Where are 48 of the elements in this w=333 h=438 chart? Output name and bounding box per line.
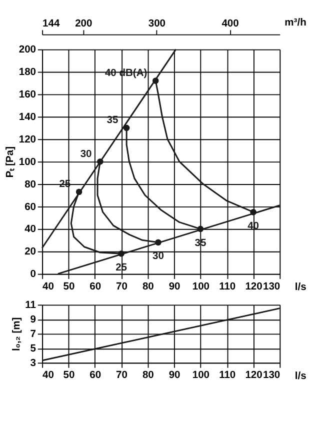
x-tick-label: 60 <box>90 281 102 292</box>
x-tick-label: 60 <box>90 370 102 382</box>
x-tick-label: 40 <box>42 370 54 382</box>
y-tick-label: 3 <box>30 358 36 369</box>
annotation: 30 <box>152 251 164 262</box>
x2-tick-label: 200 <box>75 18 92 30</box>
y-tick-label: 140 <box>18 112 36 123</box>
x-tick-label: 80 <box>142 370 154 382</box>
y-axis-title: l₀,₂ [m] <box>12 317 23 352</box>
annotation: 35 <box>106 115 118 126</box>
y-tick-label: 100 <box>18 156 36 168</box>
x-tick-label: 70 <box>116 370 128 382</box>
x-axis-title: l/s <box>294 371 307 382</box>
y-tick-label: 40 <box>24 224 36 236</box>
y-tick-label: 200 <box>18 44 36 56</box>
y-tick-label: 0 <box>30 269 36 280</box>
x-tick-label: 40 <box>42 281 54 292</box>
x-tick-label: 110 <box>219 281 236 292</box>
x-tick-label: 50 <box>63 370 75 382</box>
x2-tick-label: 400 <box>222 18 240 30</box>
y-tick-label: 60 <box>24 202 36 213</box>
x2-tick-label: 300 <box>148 18 166 30</box>
y-tick-label: 11 <box>25 300 36 311</box>
x-tick-label: 120 <box>245 281 263 292</box>
x-tick-label: 90 <box>168 370 181 382</box>
x-tick-label: 90 <box>168 281 181 292</box>
y-tick-label: 20 <box>24 246 36 258</box>
x-tick-label: 130 <box>263 370 280 382</box>
x-tick-label: 80 <box>142 281 154 292</box>
y-tick-label: 160 <box>18 90 36 101</box>
x-axis-title: l/s <box>294 282 307 294</box>
y-tick-label: 180 <box>18 67 36 78</box>
annotation: 30 <box>80 148 92 160</box>
y-tick-label: 7 <box>30 328 36 340</box>
y-tick-label: 80 <box>24 179 36 190</box>
x-tick-label: 120 <box>245 370 263 382</box>
y-axis-title: Pₜ [Pa] <box>5 146 16 178</box>
x-tick-label: 70 <box>116 281 128 292</box>
x-tick-label: 100 <box>192 370 210 382</box>
x-tick-label: 130 <box>263 281 280 292</box>
x-tick-label: 50 <box>63 281 75 292</box>
y-tick-label: 9 <box>30 314 36 326</box>
y-tick-label: 5 <box>30 343 36 354</box>
x2-tick-label: 144 <box>42 18 60 30</box>
x2-axis-title: m³/h <box>284 17 306 28</box>
x-tick-label: 110 <box>219 370 236 382</box>
y-tick-label: 120 <box>18 134 36 146</box>
x-tick-label: 100 <box>192 281 210 292</box>
